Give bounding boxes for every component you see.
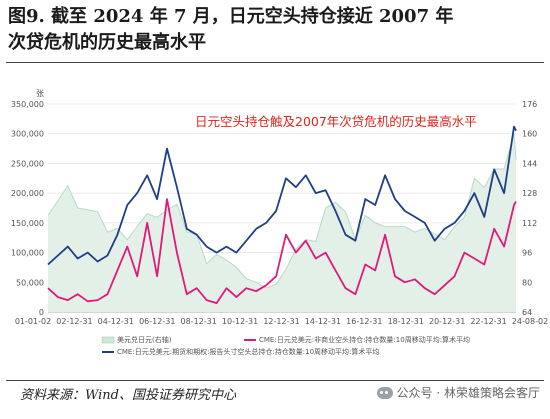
right-tick-label: 80 [522, 278, 532, 287]
title-line-2: 次贷危机的历史最高水平 [8, 32, 206, 53]
x-tick-label: 12-12-31 [263, 317, 299, 326]
x-tick-label: 20-12-31 [429, 317, 465, 326]
legend: 美元兑日元(右轴) CME:日元兑美元:非商业空头持仓:持仓数量:10周移动平均:… [101, 335, 470, 356]
series-area-usdjpy [48, 133, 516, 312]
left-tick-label: 150,000 [11, 219, 44, 228]
left-tick-label: 0 [39, 308, 44, 317]
right-tick-label: 64 [522, 308, 532, 317]
watermark: 公众号 · 林荣雄策略会客厅 [376, 384, 540, 401]
x-tick-label: 24-08-02 [512, 317, 548, 326]
left-tick-label: 200,000 [11, 189, 44, 198]
right-tick-label: 96 [522, 249, 532, 258]
x-tick-label: 16-12-31 [346, 317, 382, 326]
watermark-text: 公众号 · 林荣雄策略会客厅 [396, 386, 540, 400]
x-tick-label: 06-12-31 [139, 317, 175, 326]
left-axis: 0 50,000 100,000 150,000 200,000 250,000 300,0… [11, 100, 44, 317]
legend-label: 美元兑日元(右轴) [117, 335, 172, 344]
x-tick-label: 01-01-02 [15, 317, 51, 326]
left-axis-unit: 张 [36, 89, 44, 98]
left-tick-label: 300,000 [11, 130, 44, 139]
series-line-total-short [47, 125, 517, 266]
left-tick-label: 100,000 [11, 249, 44, 258]
plot-area [47, 125, 517, 312]
legend-label: CME:日元兑美元:非商业空头持仓:持仓数量:10周移动平均:算术平均 [259, 335, 470, 344]
right-tick-label: 128 [522, 189, 537, 198]
right-tick-label: 160 [522, 130, 537, 139]
left-tick-label: 350,000 [11, 100, 44, 109]
x-tick-label: 08-12-31 [181, 317, 217, 326]
x-tick-label: 22-12-31 [470, 317, 506, 326]
chart-annotation: 日元空头持仓触及2007年次贷危机的历史最高水平 [195, 114, 477, 129]
figure-title: 图9. 截至 2024 年 7 月，日元空头持仓接近 2007 年 次贷危机的历… [8, 4, 544, 56]
x-tick-label: 10-12-31 [222, 317, 258, 326]
source-rule [6, 380, 544, 381]
right-tick-label: 176 [522, 100, 537, 109]
source-note: 资料来源：Wind、国投证券研究中心 [20, 388, 236, 403]
x-tick-label: 14-12-31 [305, 317, 341, 326]
chart: 0 50,000 100,000 150,000 200,000 250,000 300,0… [11, 89, 548, 356]
x-axis: 01-01-02 02-12-31 04-12-31 06-12-31 08-12-31… [15, 317, 548, 326]
x-tick-label: 04-12-31 [98, 317, 134, 326]
left-tick-label: 250,000 [11, 159, 44, 168]
series-line-noncommercial-short [47, 198, 517, 304]
right-tick-label: 144 [522, 159, 537, 168]
right-axis: 64 80 96 112 128 144 160 176 [522, 100, 537, 317]
series-line-usdjpy [47, 133, 517, 289]
right-tick-label: 112 [522, 219, 537, 228]
legend-swatch [101, 336, 115, 344]
x-tick-label: 18-12-31 [388, 317, 424, 326]
legend-label: CME:日元兑美元:期货和期权:报告头寸空头总持仓:持仓数量:10周移动平均:算… [117, 347, 379, 356]
wechat-icon [376, 386, 393, 399]
title-rule [6, 62, 544, 63]
title-line-1: 图9. 截至 2024 年 7 月，日元空头持仓接近 2007 年 [8, 6, 454, 27]
x-tick-label: 02-12-31 [56, 317, 92, 326]
left-tick-label: 50,000 [16, 278, 44, 287]
